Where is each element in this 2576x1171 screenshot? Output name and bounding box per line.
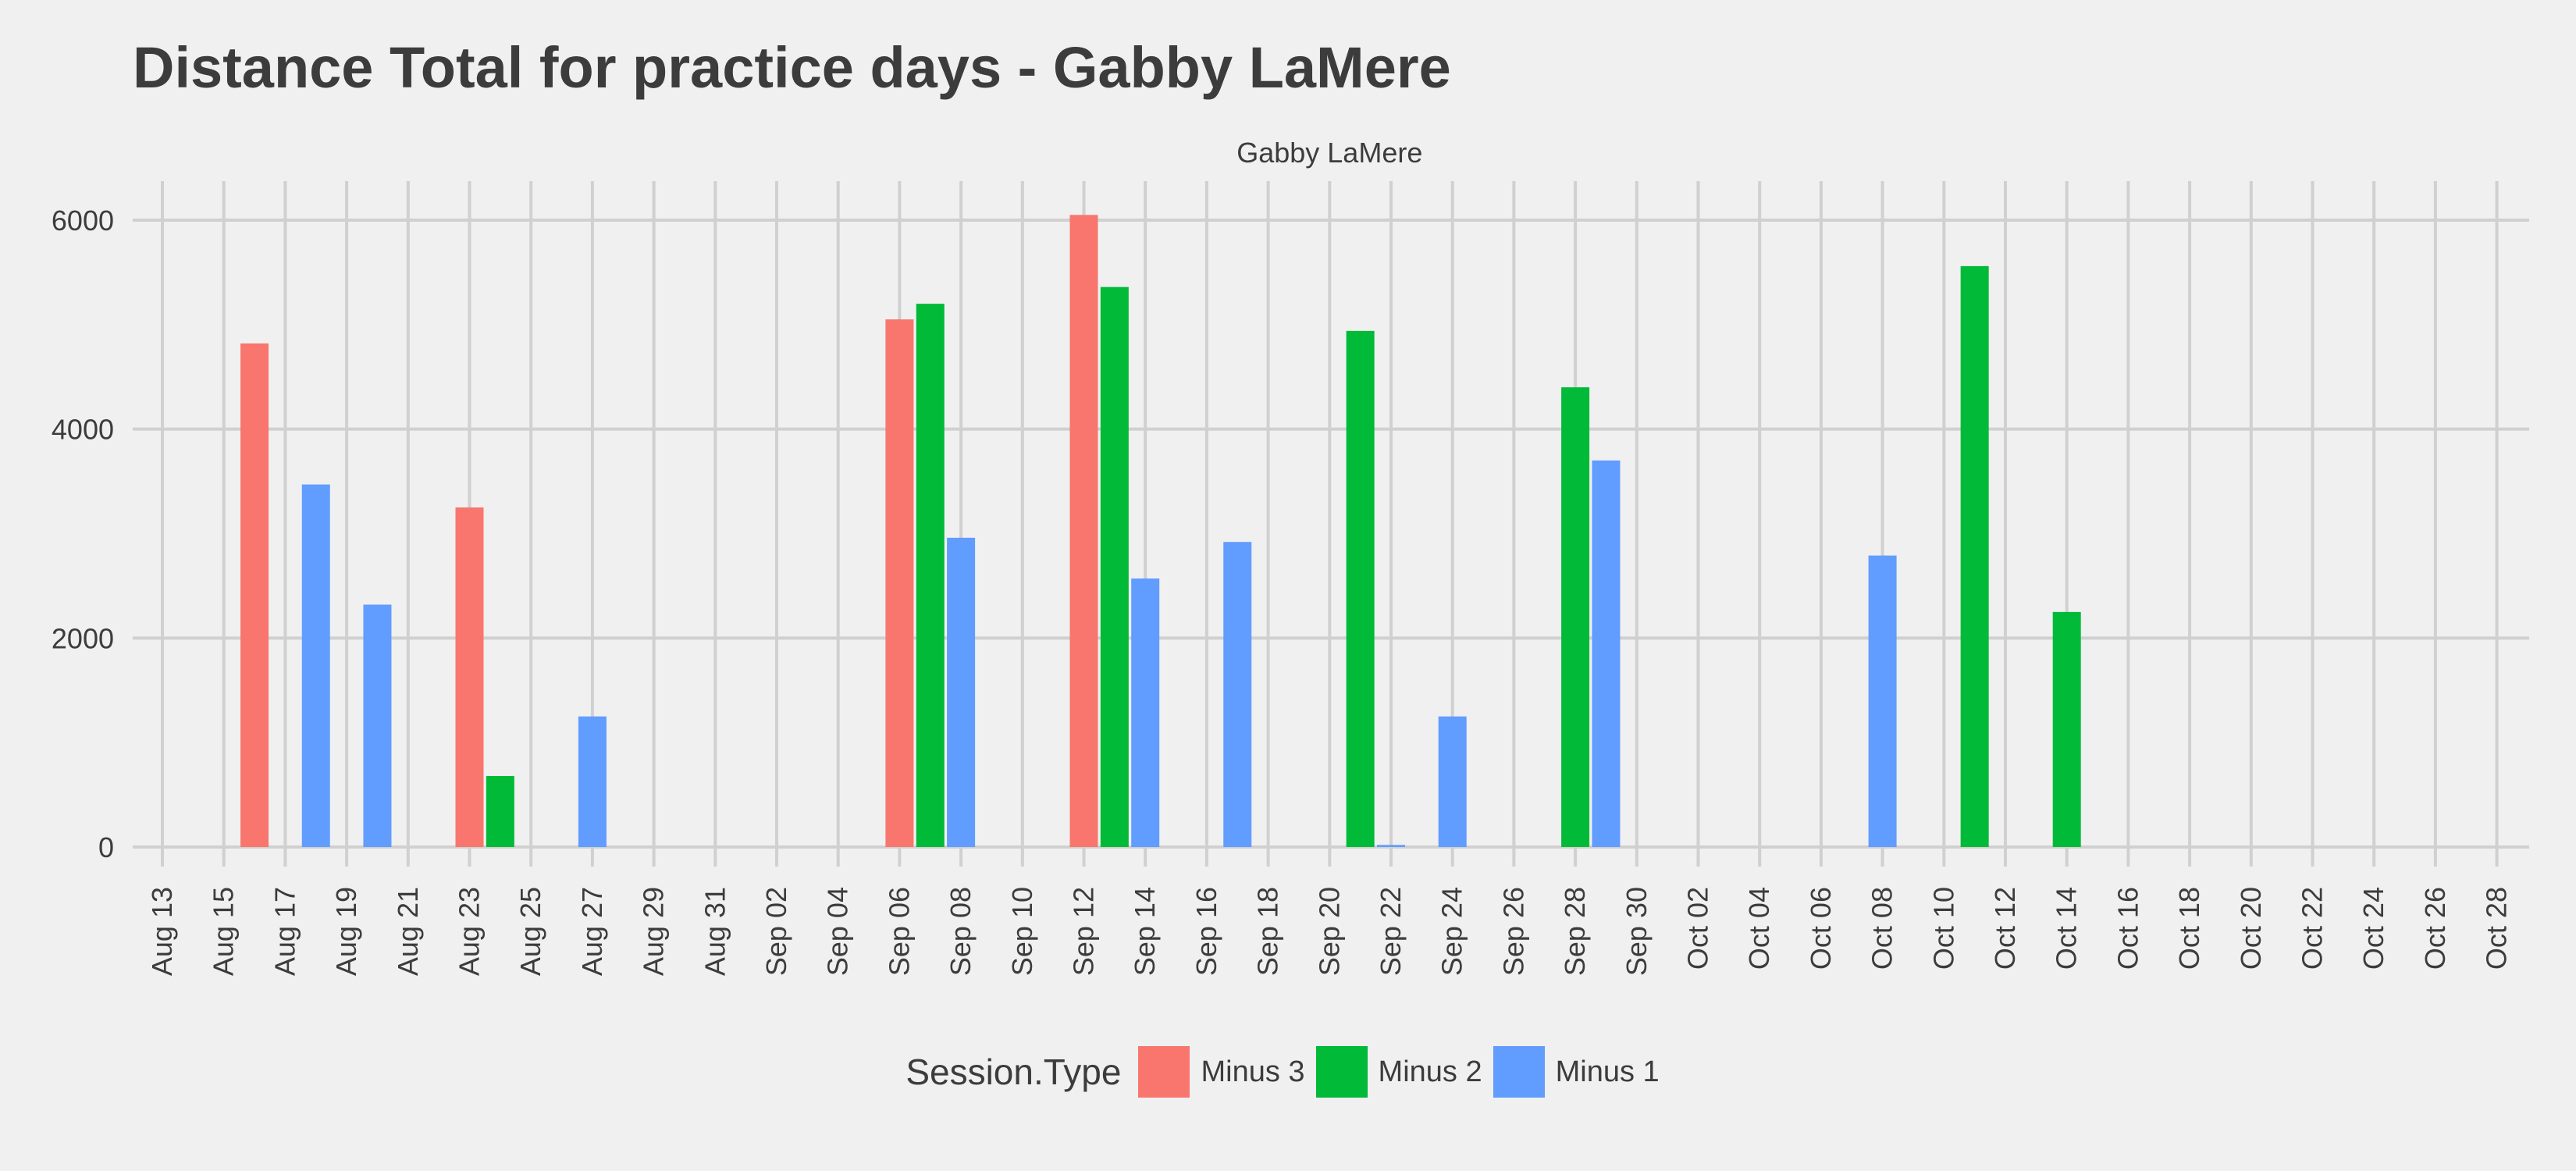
x-tick-label: Sep 26: [1497, 887, 1529, 976]
x-tick-label: Sep 14: [1129, 887, 1161, 976]
x-tick-label: Sep 10: [1006, 887, 1038, 976]
bar-minus-2: [486, 775, 514, 847]
x-tick-label: Sep 12: [1068, 887, 1100, 976]
y-tick-label: 4000: [52, 414, 114, 446]
x-tick-label: Sep 16: [1190, 887, 1222, 976]
bar-minus-2: [916, 304, 945, 848]
x-tick-label: Sep 02: [760, 887, 792, 976]
x-tick-label: Oct 14: [2051, 887, 2083, 970]
bar-minus-3: [1069, 215, 1098, 847]
legend-label-minus-1: Minus 1: [1555, 1055, 1660, 1088]
bar-minus-2: [1561, 387, 1590, 848]
x-tick-label: Oct 04: [1743, 887, 1775, 970]
x-tick-label: Oct 18: [2173, 887, 2205, 970]
x-tick-label: Sep 04: [822, 887, 854, 976]
chart-title: Distance Total for practice days - Gabby…: [133, 35, 1451, 100]
facet-label: Gabby LaMere: [1236, 137, 1422, 169]
x-tick-label: Sep 28: [1559, 887, 1591, 976]
bar-minus-3: [885, 319, 914, 847]
x-tick-label: Aug 17: [269, 887, 301, 976]
bar-minus-3: [455, 507, 484, 847]
legend-label-minus-3: Minus 3: [1201, 1055, 1305, 1088]
legend-item-minus-2: Minus 2: [1315, 1046, 1482, 1098]
bar-minus-3: [240, 343, 269, 847]
bar-minus-1: [947, 537, 976, 847]
legend-swatch-minus-2: [1315, 1046, 1368, 1098]
x-tick-label: Oct 02: [1682, 887, 1714, 970]
x-tick-label: Sep 06: [883, 887, 915, 976]
legend-item-minus-3: Minus 3: [1138, 1046, 1305, 1098]
x-tick-label: Oct 22: [2297, 887, 2329, 970]
x-tick-label: Oct 26: [2419, 887, 2451, 970]
bar-chart: 0 2000 4000 6000 Aug 13 Aug 15 Aug 17 Aug 19 Aug…: [52, 137, 2529, 976]
x-tick-label: Aug 13: [146, 887, 178, 976]
bar-minus-2: [1346, 330, 1375, 847]
x-tick-label: Oct 12: [1989, 887, 2021, 970]
y-tick-label: 2000: [52, 622, 114, 654]
x-tick-label: Sep 22: [1375, 887, 1407, 976]
x-tick-label: Oct 24: [2357, 887, 2389, 970]
x-tick-label: Aug 23: [454, 887, 486, 976]
x-tick-label: Aug 15: [208, 887, 240, 976]
bar-minus-1: [578, 716, 607, 847]
x-tick-label: Oct 16: [2112, 887, 2144, 970]
x-tick-label: Oct 08: [1866, 887, 1898, 970]
x-tick-label: Aug 25: [514, 887, 546, 976]
legend-title: Session.Type: [906, 1052, 1122, 1092]
legend-label-minus-2: Minus 2: [1378, 1055, 1482, 1088]
x-tick-label: Sep 24: [1436, 887, 1468, 976]
bar-minus-1: [1438, 716, 1467, 847]
legend: Session.Type Minus 3 Minus 2 Minus 1: [0, 1046, 2576, 1098]
legend-swatch-minus-3: [1138, 1046, 1190, 1098]
bar-minus-1: [1377, 845, 1405, 847]
bar-minus-1: [1592, 460, 1621, 847]
x-tick-label: Aug 19: [330, 887, 362, 976]
bar-minus-1: [1223, 542, 1252, 847]
y-tick-label: 6000: [52, 205, 114, 237]
x-tick-label: Oct 20: [2235, 887, 2267, 970]
x-tick-label: Sep 30: [1621, 887, 1653, 976]
bar-minus-1: [1131, 578, 1160, 847]
x-tick-label: Oct 06: [1805, 887, 1837, 970]
bar-minus-2: [1100, 287, 1129, 847]
x-tick-label: Aug 21: [392, 887, 424, 976]
x-tick-label: Aug 27: [576, 887, 608, 976]
y-tick-label: 0: [98, 831, 114, 863]
bar-minus-1: [363, 604, 392, 847]
bar-minus-2: [1960, 265, 1989, 847]
x-tick-label: Oct 28: [2481, 887, 2513, 970]
x-tick-label: Aug 31: [699, 887, 731, 976]
bar-minus-1: [301, 484, 330, 847]
x-tick-label: Oct 10: [1927, 887, 1959, 970]
legend-item-minus-1: Minus 1: [1493, 1046, 1660, 1098]
x-tick-label: Sep 18: [1252, 887, 1284, 976]
x-tick-label: Sep 20: [1313, 887, 1345, 976]
bar-minus-2: [2052, 611, 2081, 847]
bar-minus-1: [1868, 555, 1897, 847]
x-tick-label: Aug 29: [638, 887, 670, 976]
x-tick-label: Sep 08: [945, 887, 977, 976]
legend-swatch-minus-1: [1493, 1046, 1545, 1098]
